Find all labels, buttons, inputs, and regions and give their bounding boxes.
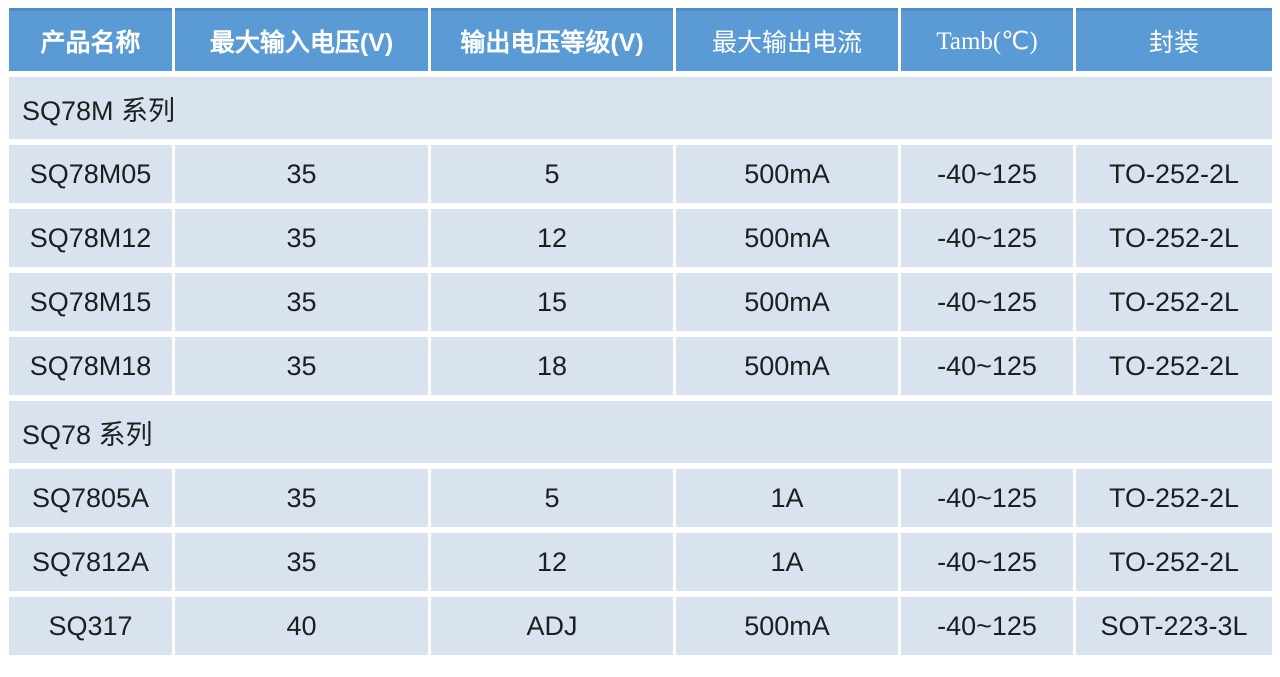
table-cell: TO-252-2L (1076, 337, 1272, 395)
table-cell: 18 (431, 337, 673, 395)
table-row: SQ317 40 ADJ 500mA -40~125 SOT-223-3L (9, 597, 1272, 655)
table-cell: 15 (431, 273, 673, 331)
table-cell: 500mA (676, 209, 898, 267)
table-cell: TO-252-2L (1076, 273, 1272, 331)
table-cell: 35 (175, 337, 428, 395)
table-cell: 40 (175, 597, 428, 655)
table-row: SQ78M18 35 18 500mA -40~125 TO-252-2L (9, 337, 1272, 395)
column-header-output-voltage-level: 输出电压等级(V) (431, 8, 673, 71)
table-row: SQ78M05 35 5 500mA -40~125 TO-252-2L (9, 145, 1272, 203)
table-row: SQ7805A 35 5 1A -40~125 TO-252-2L (9, 469, 1272, 527)
table-cell: TO-252-2L (1076, 145, 1272, 203)
table-cell: ADJ (431, 597, 673, 655)
table-cell: SOT-223-3L (1076, 597, 1272, 655)
table-cell: -40~125 (901, 533, 1073, 591)
column-header-tamb: Tamb(℃) (901, 8, 1073, 71)
page: 产品名称 最大输入电压(V) 输出电压等级(V) 最大输出电流 Tamb(℃) … (6, 2, 1275, 661)
column-header-max-output-current: 最大输出电流 (676, 8, 898, 71)
table-cell: 1A (676, 533, 898, 591)
column-header-product-name: 产品名称 (9, 8, 172, 71)
column-header-package: 封装 (1076, 8, 1272, 71)
table-cell: -40~125 (901, 273, 1073, 331)
table-row: SQ78M15 35 15 500mA -40~125 TO-252-2L (9, 273, 1272, 331)
column-header-max-input-voltage: 最大输入电压(V) (175, 8, 428, 71)
table-cell: -40~125 (901, 337, 1073, 395)
table-cell: SQ78M15 (9, 273, 172, 331)
table-cell: SQ78M05 (9, 145, 172, 203)
table-cell: 12 (431, 209, 673, 267)
section-row-sq78m: SQ78M 系列 (9, 77, 1272, 139)
table-cell: 500mA (676, 273, 898, 331)
section-title: SQ78M 系列 (9, 77, 1272, 139)
table-cell: SQ78M18 (9, 337, 172, 395)
table-cell: 1A (676, 469, 898, 527)
table-cell: -40~125 (901, 209, 1073, 267)
product-spec-table: 产品名称 最大输入电压(V) 输出电压等级(V) 最大输出电流 Tamb(℃) … (6, 2, 1275, 661)
table-cell: SQ317 (9, 597, 172, 655)
table-cell: TO-252-2L (1076, 469, 1272, 527)
table-cell: TO-252-2L (1076, 533, 1272, 591)
table-cell: -40~125 (901, 597, 1073, 655)
table-cell: SQ78M12 (9, 209, 172, 267)
table-cell: SQ7812A (9, 533, 172, 591)
table-cell: 500mA (676, 337, 898, 395)
table-cell: 12 (431, 533, 673, 591)
table-cell: 35 (175, 533, 428, 591)
table-cell: 500mA (676, 597, 898, 655)
table-cell: 500mA (676, 145, 898, 203)
table-header-row: 产品名称 最大输入电压(V) 输出电压等级(V) 最大输出电流 Tamb(℃) … (9, 8, 1272, 71)
section-title: SQ78 系列 (9, 401, 1272, 463)
table-cell: 35 (175, 209, 428, 267)
table-row: SQ78M12 35 12 500mA -40~125 TO-252-2L (9, 209, 1272, 267)
table-cell: -40~125 (901, 145, 1073, 203)
section-row-sq78: SQ78 系列 (9, 401, 1272, 463)
table-row: SQ7812A 35 12 1A -40~125 TO-252-2L (9, 533, 1272, 591)
table-cell: 35 (175, 469, 428, 527)
table-cell: 35 (175, 145, 428, 203)
table-cell: 35 (175, 273, 428, 331)
table-cell: 5 (431, 469, 673, 527)
table-cell: -40~125 (901, 469, 1073, 527)
table-cell: SQ7805A (9, 469, 172, 527)
table-cell: TO-252-2L (1076, 209, 1272, 267)
table-cell: 5 (431, 145, 673, 203)
